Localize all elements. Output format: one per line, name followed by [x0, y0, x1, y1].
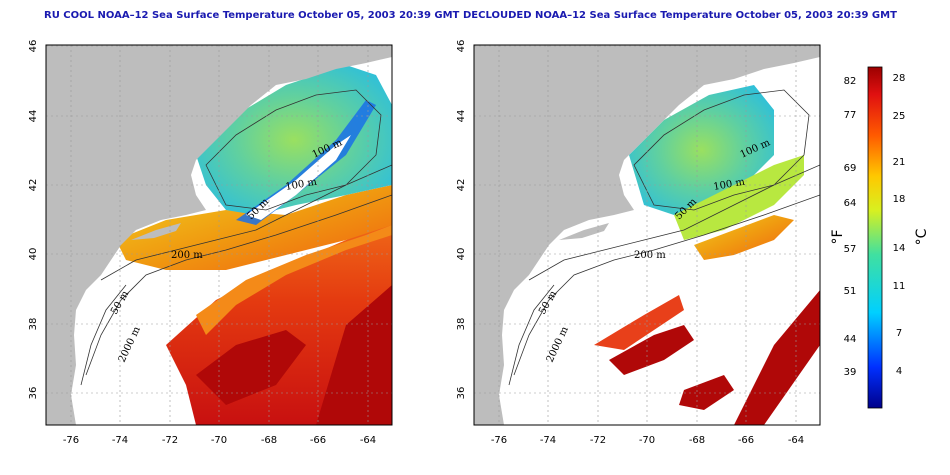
lon-tick-label: -70: [639, 435, 655, 446]
celsius-tick-label: 14: [893, 243, 906, 254]
lon-axis: -76 -74 -72 -70 -68 -66 -64: [491, 435, 804, 446]
isobath-100m: [205, 89, 382, 211]
lat-tick-label: 46: [456, 40, 467, 53]
colorbar-gradient: [867, 66, 883, 409]
cloud-gap: [246, 135, 351, 220]
lon-tick-label: -74: [540, 435, 556, 446]
fahrenheit-unit-label: °F: [830, 229, 846, 244]
lon-tick-label: -68: [689, 435, 705, 446]
warm-patch-south: [679, 375, 734, 410]
lat-lon-grid: [474, 45, 820, 425]
lat-axis: 36 38 40 42 44 46: [456, 40, 467, 400]
lon-tick-label: -76: [63, 435, 79, 446]
gulf-of-maine-cool-water: [629, 85, 774, 215]
red-streak-east: [316, 285, 392, 425]
lat-tick-label: 44: [456, 110, 467, 123]
lat-lon-grid: [46, 45, 392, 425]
fahrenheit-scale: 82 77 69 64 57 51 44 39: [844, 76, 857, 378]
fahrenheit-tick-label: 51: [844, 286, 857, 297]
isobath-200m: [528, 164, 820, 281]
celsius-tick-label: 4: [896, 366, 902, 377]
isobath-200m: [100, 164, 392, 281]
celsius-tick-label: 18: [893, 194, 906, 205]
right-panel-title: DECLOUDED NOAA–12 Sea Surface Temperatur…: [463, 10, 897, 21]
fahrenheit-tick-label: 64: [844, 198, 857, 209]
temperature-colorbar: 82 77 69 64 57 51 44 39 28 25 21 18 14 1…: [830, 66, 930, 409]
slope-water: [116, 185, 392, 270]
isobath-2000m: [513, 194, 820, 376]
lon-tick-label: -72: [590, 435, 606, 446]
slope-water: [694, 215, 794, 260]
depth-label: 200 m: [634, 250, 666, 261]
lon-tick-label: -64: [360, 435, 376, 446]
long-island: [559, 223, 609, 240]
lon-tick-label: -68: [261, 435, 277, 446]
land-mass: [46, 45, 392, 425]
lat-tick-label: 36: [456, 387, 467, 400]
lat-tick-label: 42: [28, 179, 39, 192]
celsius-tick-label: 25: [893, 111, 906, 122]
lat-tick-label: 40: [456, 248, 467, 261]
map-frame: [45, 44, 393, 426]
celsius-tick-label: 11: [893, 281, 906, 292]
fahrenheit-tick-label: 69: [844, 163, 857, 174]
lon-axis: -76 -74 -72 -70 -68 -66 -64: [63, 435, 376, 446]
lat-tick-label: 40: [28, 248, 39, 261]
lat-tick-label: 44: [28, 110, 39, 123]
warm-eddy-core: [609, 325, 694, 375]
lon-tick-label: -74: [112, 435, 128, 446]
fahrenheit-tick-label: 44: [844, 334, 857, 345]
celsius-tick-label: 7: [896, 328, 902, 339]
left-map-panel: 100 m 100 m 50 m 200 m 50 m 2000 m -76 -…: [28, 40, 393, 446]
celsius-tick-label: 28: [893, 73, 906, 84]
orange-water-field: [196, 225, 392, 335]
lat-axis: 36 38 40 42 44 46: [28, 40, 39, 400]
long-island: [131, 223, 181, 240]
lat-tick-label: 38: [456, 318, 467, 331]
left-panel-title: RU COOL NOAA–12 Sea Surface Temperature …: [44, 10, 460, 21]
isobath-100m: [633, 89, 810, 211]
red-eddy: [196, 330, 306, 405]
lat-tick-label: 38: [28, 318, 39, 331]
isobath-50m: [80, 284, 127, 386]
lon-tick-label: -66: [310, 435, 326, 446]
lat-tick-label: 36: [28, 387, 39, 400]
fahrenheit-tick-label: 82: [844, 76, 857, 87]
lon-tick-label: -72: [162, 435, 178, 446]
gulf-of-maine-cool-water: [196, 65, 392, 215]
lon-tick-label: -70: [211, 435, 227, 446]
isobath-2000m: [85, 194, 392, 376]
lon-tick-label: -76: [491, 435, 507, 446]
lat-tick-label: 46: [28, 40, 39, 53]
warm-streak-east: [734, 290, 820, 425]
right-map-panel: 100 m 100 m 50 m 200 m 50 m 2000 m -76 -…: [456, 40, 821, 446]
celsius-unit-label: °C: [914, 228, 930, 245]
lat-tick-label: 42: [456, 179, 467, 192]
lon-tick-label: -66: [738, 435, 754, 446]
warm-eddy-left: [594, 295, 684, 350]
fahrenheit-tick-label: 77: [844, 110, 857, 121]
fahrenheit-tick-label: 57: [844, 244, 857, 255]
celsius-tick-label: 21: [893, 157, 906, 168]
map-frame: [473, 44, 821, 426]
depth-label: 200 m: [171, 250, 203, 261]
celsius-scale: 28 25 21 18 14 11 7 4: [893, 73, 906, 377]
lon-tick-label: -64: [788, 435, 804, 446]
land-mass: [474, 45, 820, 425]
isobath-50m: [508, 284, 555, 386]
fahrenheit-tick-label: 39: [844, 367, 857, 378]
